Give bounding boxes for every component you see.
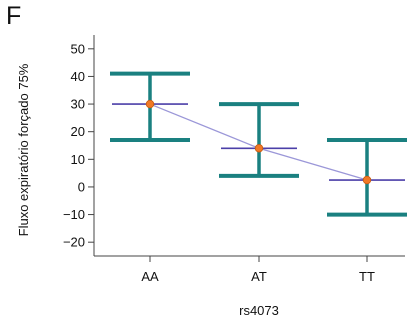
y-tick-label: 20 [71, 124, 85, 139]
y-tick-label: 40 [71, 69, 85, 84]
y-tick-label: 10 [71, 152, 85, 167]
panel-letter: F [6, 2, 22, 30]
y-axis-label: Fluxo expiratório forçado 75% [16, 63, 31, 236]
mean-point [362, 175, 372, 185]
mean-point [254, 144, 264, 153]
y-tick-label: −10 [63, 207, 85, 222]
chart-marks [110, 71, 407, 217]
x-tick-label: AT [251, 269, 267, 284]
x-tick-label: TT [359, 269, 375, 284]
x-tick-label: AA [141, 269, 159, 284]
y-tick-label: 0 [78, 179, 85, 194]
y-tick-label: −20 [63, 235, 85, 250]
y-tick-label: 30 [71, 97, 85, 112]
y-axis-ticks: −20 −10 0 10 20 30 40 50 [63, 41, 94, 250]
x-axis-ticks: AA AT TT [141, 256, 375, 284]
mean-point [145, 99, 155, 109]
y-tick-label: 50 [71, 41, 85, 56]
x-axis-label: rs4073 [239, 303, 279, 318]
